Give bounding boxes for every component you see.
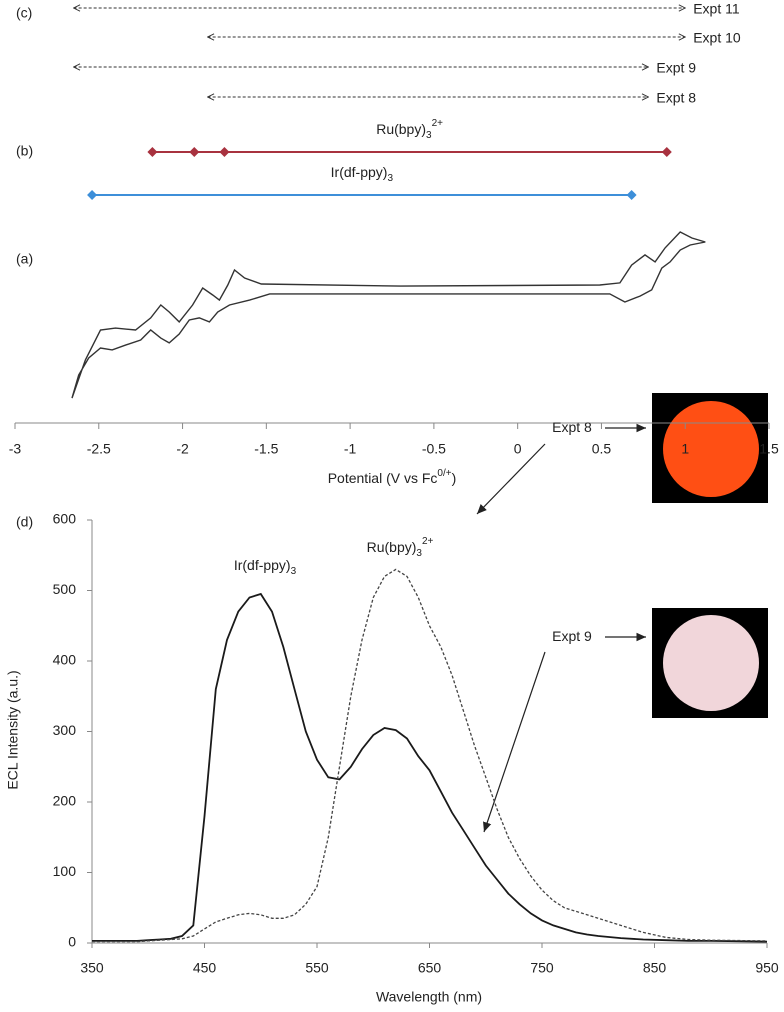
y-tick-label: 400 bbox=[53, 652, 77, 668]
panel-label: (d) bbox=[16, 514, 33, 530]
x-tick-label: 550 bbox=[305, 960, 329, 976]
label-text: Expt 9 bbox=[552, 628, 592, 644]
label-sub: 3 bbox=[291, 566, 297, 577]
redox-potential bbox=[189, 147, 200, 157]
x-tick-label: -2 bbox=[176, 441, 189, 457]
label-sup: 2+ bbox=[422, 536, 434, 547]
arrow bbox=[476, 443, 546, 515]
panel-label: (a) bbox=[16, 251, 33, 267]
annotation: Expt 9 bbox=[552, 628, 592, 644]
x-tick-label: -1.5 bbox=[254, 441, 278, 457]
annotation: Expt 8 bbox=[552, 419, 592, 435]
x-tick-label: -2.5 bbox=[87, 441, 111, 457]
annotation: Ru(bpy)32+ bbox=[367, 536, 434, 559]
y-tick-label: 200 bbox=[53, 793, 77, 809]
x-tick-label: 450 bbox=[193, 960, 217, 976]
experiment-label: Expt 8 bbox=[656, 90, 696, 106]
y-axis-label: ECL Intensity (a.u.) bbox=[5, 670, 21, 789]
label-sub: 3 bbox=[416, 548, 422, 559]
panel-label: (c) bbox=[16, 5, 32, 21]
label-sup: 2+ bbox=[432, 118, 444, 129]
x-tick-label: 950 bbox=[755, 960, 779, 976]
experiment-label: Expt 10 bbox=[693, 30, 741, 46]
x-tick-label: 0.5 bbox=[592, 441, 612, 457]
x-axis-label: Potential (V vs Fc0/+) bbox=[328, 468, 457, 486]
label-text: ) bbox=[452, 470, 457, 486]
x-axis-label: Wavelength (nm) bbox=[376, 989, 482, 1005]
spectrum bbox=[92, 568, 768, 943]
experiment-label: Expt 9 bbox=[656, 60, 696, 76]
couple-label: Ir(df-ppy)3 bbox=[331, 164, 394, 184]
x-tick-label: 650 bbox=[418, 960, 442, 976]
annotation: Ir(df-ppy)3 bbox=[234, 557, 297, 577]
y-tick-label: 600 bbox=[53, 511, 77, 527]
label-sub: 3 bbox=[426, 130, 432, 141]
y-tick-label: 100 bbox=[53, 863, 77, 879]
spectrum bbox=[92, 592, 768, 943]
x-tick-label: -3 bbox=[9, 441, 22, 457]
y-tick-label: 500 bbox=[53, 581, 77, 597]
x-tick-label: -0.5 bbox=[422, 441, 446, 457]
label-sup: 0/+ bbox=[437, 468, 451, 479]
cv-curve bbox=[71, 231, 706, 399]
x-tick-label: 850 bbox=[643, 960, 667, 976]
redox-potential bbox=[626, 190, 637, 200]
emission-spot bbox=[663, 615, 759, 711]
y-tick-label: 300 bbox=[53, 722, 77, 738]
couple-label: Ru(bpy)32+ bbox=[376, 118, 443, 141]
experiment-label: Expt 11 bbox=[693, 1, 740, 17]
redox-potential bbox=[87, 190, 98, 200]
label-sub: 3 bbox=[387, 173, 393, 184]
x-tick-label: -1 bbox=[344, 441, 357, 457]
panel-label: (b) bbox=[16, 143, 33, 159]
x-tick-label: 0 bbox=[514, 441, 522, 457]
redox-potential bbox=[147, 147, 158, 157]
emission-spot bbox=[663, 401, 759, 497]
label-text: Ru(bpy) bbox=[367, 539, 417, 555]
label-text: Expt 8 bbox=[552, 419, 592, 435]
redox-potential bbox=[219, 147, 230, 157]
x-tick-label: 1 bbox=[681, 441, 689, 457]
arrow bbox=[483, 651, 546, 833]
redox-potential bbox=[661, 147, 672, 157]
label-text: Ir(df-ppy) bbox=[331, 164, 388, 180]
x-tick-label: 750 bbox=[530, 960, 554, 976]
x-tick-label: 1.5 bbox=[759, 441, 779, 457]
y-tick-label: 0 bbox=[68, 934, 76, 950]
label-text: Potential (V vs Fc bbox=[328, 470, 438, 486]
label-text: Ir(df-ppy) bbox=[234, 557, 291, 573]
label-text: Ru(bpy) bbox=[376, 121, 426, 137]
x-tick-label: 350 bbox=[80, 960, 104, 976]
